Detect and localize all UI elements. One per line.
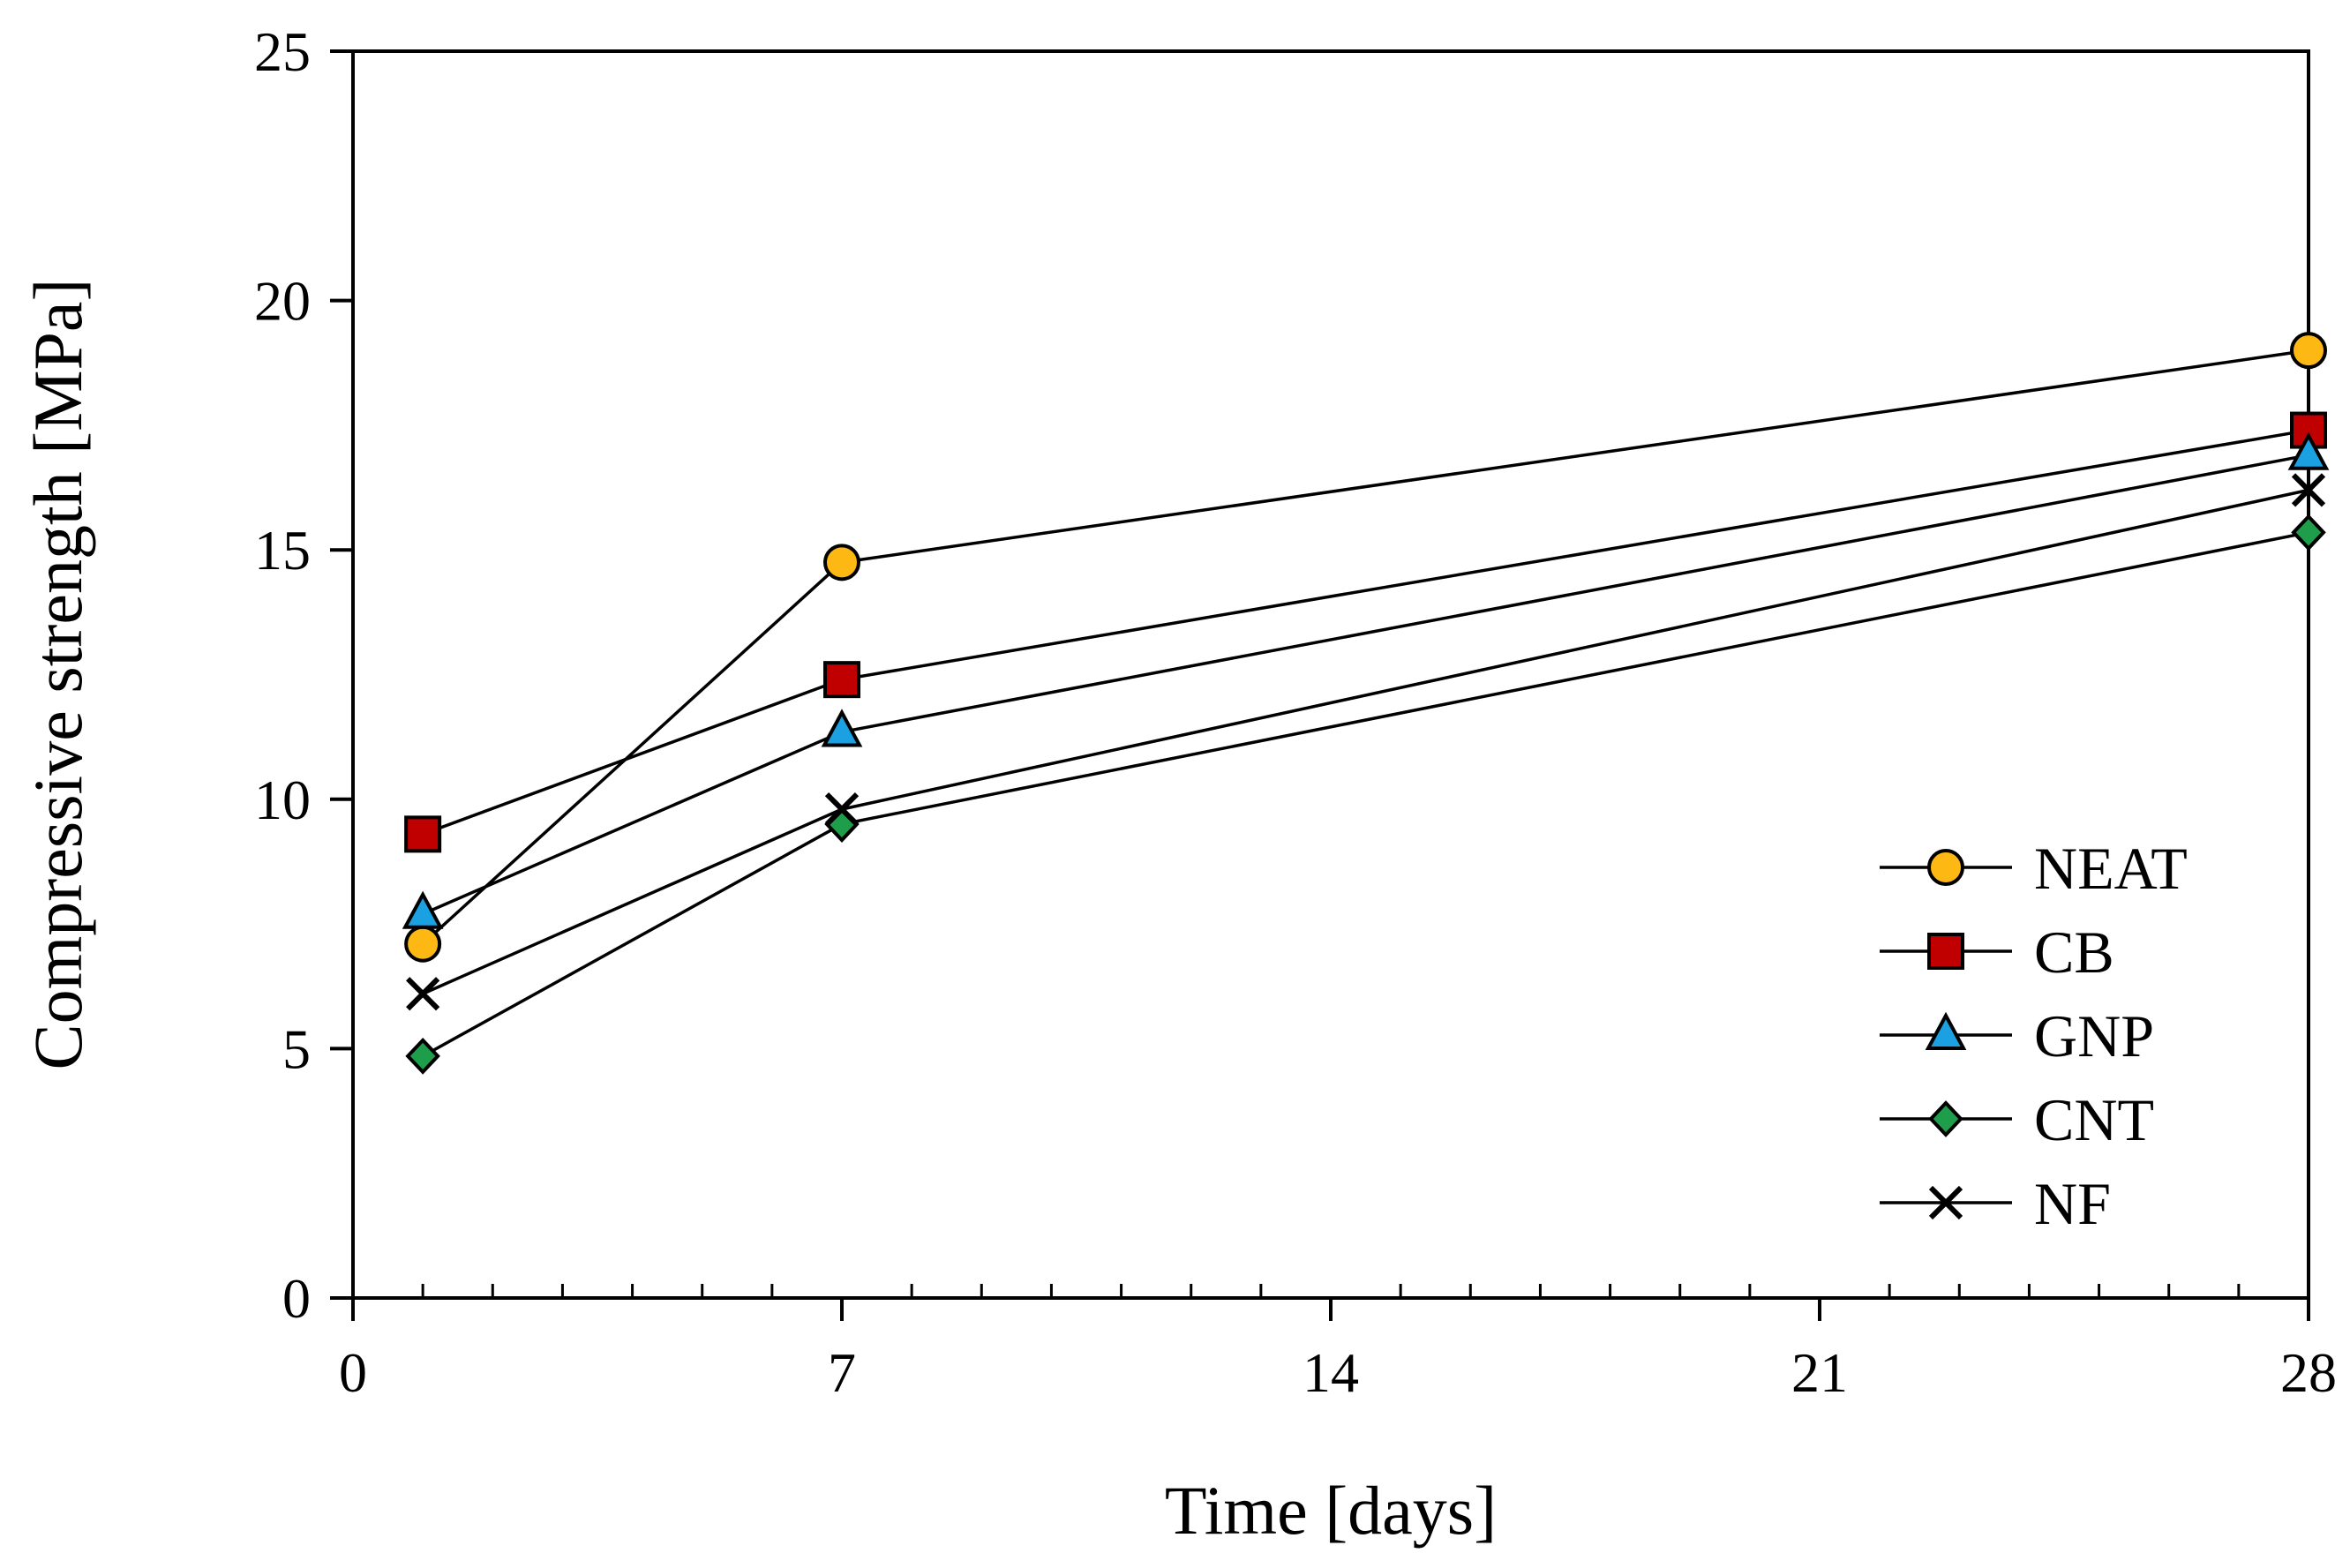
point-nf	[406, 977, 440, 1011]
legend-label-cb: CB	[2034, 919, 2114, 986]
point-cnt	[2291, 514, 2326, 551]
point-nf	[824, 792, 860, 827]
legend-marker-nf	[1928, 1185, 1963, 1220]
point-cb	[404, 815, 442, 853]
y-tick-label: 25	[254, 20, 311, 83]
y-tick-label: 5	[282, 1017, 311, 1080]
series-line-cnt	[422, 530, 2309, 1058]
y-axis-title: Compressive strength [MPa]	[19, 279, 96, 1070]
series-line-nf	[422, 488, 2309, 995]
plot-frame	[351, 49, 2310, 1300]
axis-ticks: 0 5 10 15 20 25 0 7 14 21 28	[254, 20, 2337, 1404]
legend-label-gnp: GNP	[2034, 1002, 2154, 1069]
point-cnt	[405, 1037, 440, 1075]
y-tick-label: 15	[254, 519, 311, 581]
series-lines	[421, 349, 2309, 1058]
point-neat	[823, 544, 860, 581]
legend: NEAT CB GNP CNT NF	[1880, 835, 2188, 1237]
legend-marker-gnp	[1925, 1011, 1967, 1050]
legend-label-nf: NF	[2034, 1170, 2111, 1237]
point-cb	[823, 661, 860, 699]
point-gnp	[402, 890, 444, 929]
x-tick-label: 28	[2280, 1341, 2337, 1404]
x-tick-label: 21	[1791, 1341, 1848, 1404]
x-axis-title: Time [days]	[1165, 1472, 1497, 1549]
y-tick-label: 0	[282, 1267, 311, 1330]
legend-label-cnt: CNT	[2034, 1086, 2154, 1153]
y-tick-label: 10	[254, 769, 311, 831]
point-neat	[2290, 332, 2327, 370]
x-tick-label: 7	[828, 1341, 856, 1404]
series-markers	[402, 332, 2330, 1075]
x-tick-label: 14	[1303, 1341, 1359, 1404]
point-neat	[404, 925, 442, 963]
point-nf	[2291, 473, 2326, 507]
point-gnp	[2287, 431, 2330, 470]
legend-marker-cnt	[1928, 1100, 1963, 1137]
series-line-neat	[421, 349, 2309, 946]
legend-label-neat: NEAT	[2034, 835, 2188, 902]
legend-marker-cb	[1927, 933, 1964, 970]
y-tick-label: 20	[254, 270, 311, 333]
point-gnp	[821, 709, 863, 747]
x-tick-label: 0	[339, 1341, 367, 1404]
legend-marker-neat	[1927, 849, 1964, 886]
